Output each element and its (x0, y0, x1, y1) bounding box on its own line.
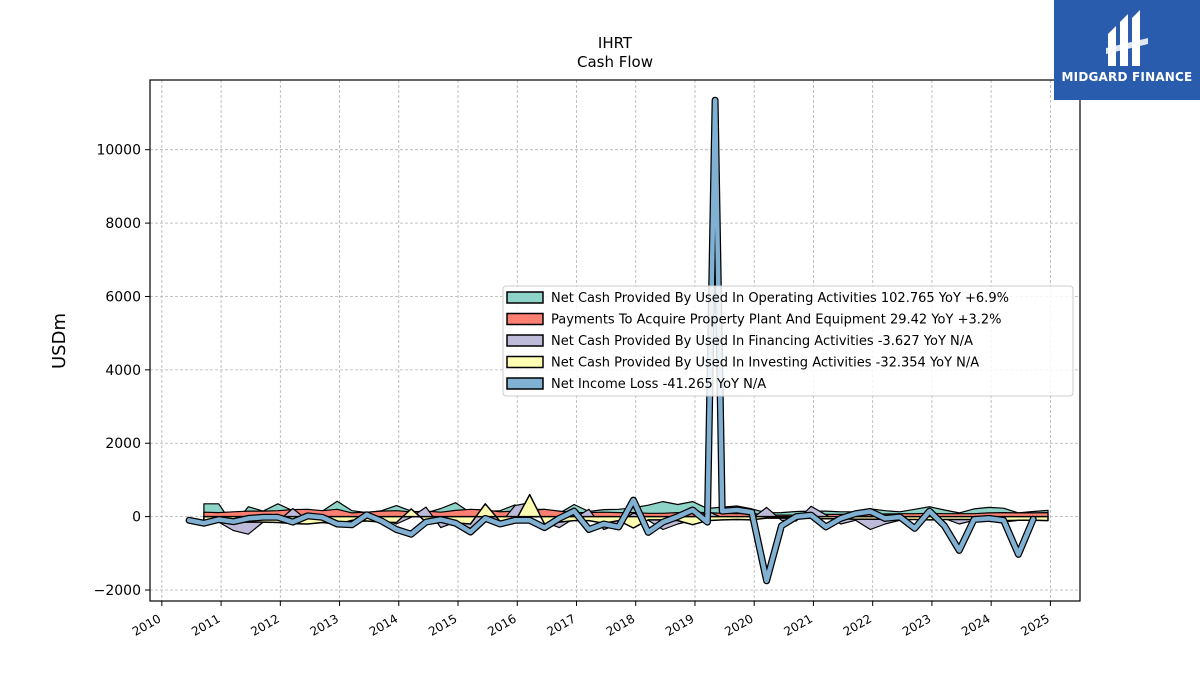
y-tick-label: 2000 (105, 436, 141, 452)
legend-label: Net Cash Provided By Used In Operating A… (551, 291, 1009, 306)
x-tick-label: 2014 (367, 611, 400, 638)
legend: Net Cash Provided By Used In Operating A… (502, 285, 1074, 397)
y-tick-label: 0 (132, 510, 141, 526)
legend-swatch (506, 312, 544, 326)
chart-title: IHRT (598, 34, 633, 52)
legend-swatch (506, 377, 544, 390)
x-tick-label: 2020 (722, 611, 755, 638)
logo-text: MIDGARD FINANCE (1061, 70, 1193, 84)
x-tick-label: 2012 (248, 611, 281, 638)
x-tick-label: 2017 (545, 611, 578, 638)
x-tick-label: 2015 (426, 611, 459, 638)
midgard-finance-logo: MIDGARD FINANCE (1054, 0, 1200, 100)
x-tick-label: 2025 (1018, 611, 1051, 638)
legend-swatch (506, 334, 544, 347)
x-tick-label: 2011 (189, 611, 222, 638)
x-tick-label: 2010 (130, 611, 163, 638)
y-tick-label: −2000 (94, 583, 141, 599)
x-tick-label: 2021 (781, 611, 814, 638)
plot-frame (149, 79, 1081, 602)
x-tick-label: 2023 (900, 611, 933, 638)
x-tick-label: 2018 (604, 611, 637, 638)
legend-label: Net Cash Provided By Used In Financing A… (551, 334, 973, 349)
y-tick-label: 4000 (105, 363, 141, 379)
y-tick-label: 10000 (96, 143, 141, 159)
legend-label: Net Income Loss -41.265 YoY N/A (551, 377, 766, 392)
chart-subtitle: Cash Flow (577, 53, 653, 71)
logo-mark-icon (1106, 10, 1148, 66)
x-tick-label: 2022 (841, 611, 874, 638)
y-axis-label: USDm (49, 313, 70, 369)
x-tick-label: 2013 (308, 611, 341, 638)
y-tick-label: 8000 (105, 216, 141, 232)
x-tick-label: 2024 (959, 611, 992, 638)
legend-swatch (506, 355, 544, 369)
series-layer (185, 96, 1049, 585)
x-tick-label: 2019 (663, 611, 696, 638)
x-tick-label: 2016 (485, 611, 518, 638)
series-line-4 (186, 97, 1036, 584)
legend-label: Net Cash Provided By Used In Investing A… (551, 356, 979, 371)
legend-box (502, 285, 1074, 397)
y-tick-label: 6000 (105, 289, 141, 305)
legend-swatch (506, 291, 544, 304)
legend-label: Payments To Acquire Property Plant And E… (551, 313, 1002, 328)
